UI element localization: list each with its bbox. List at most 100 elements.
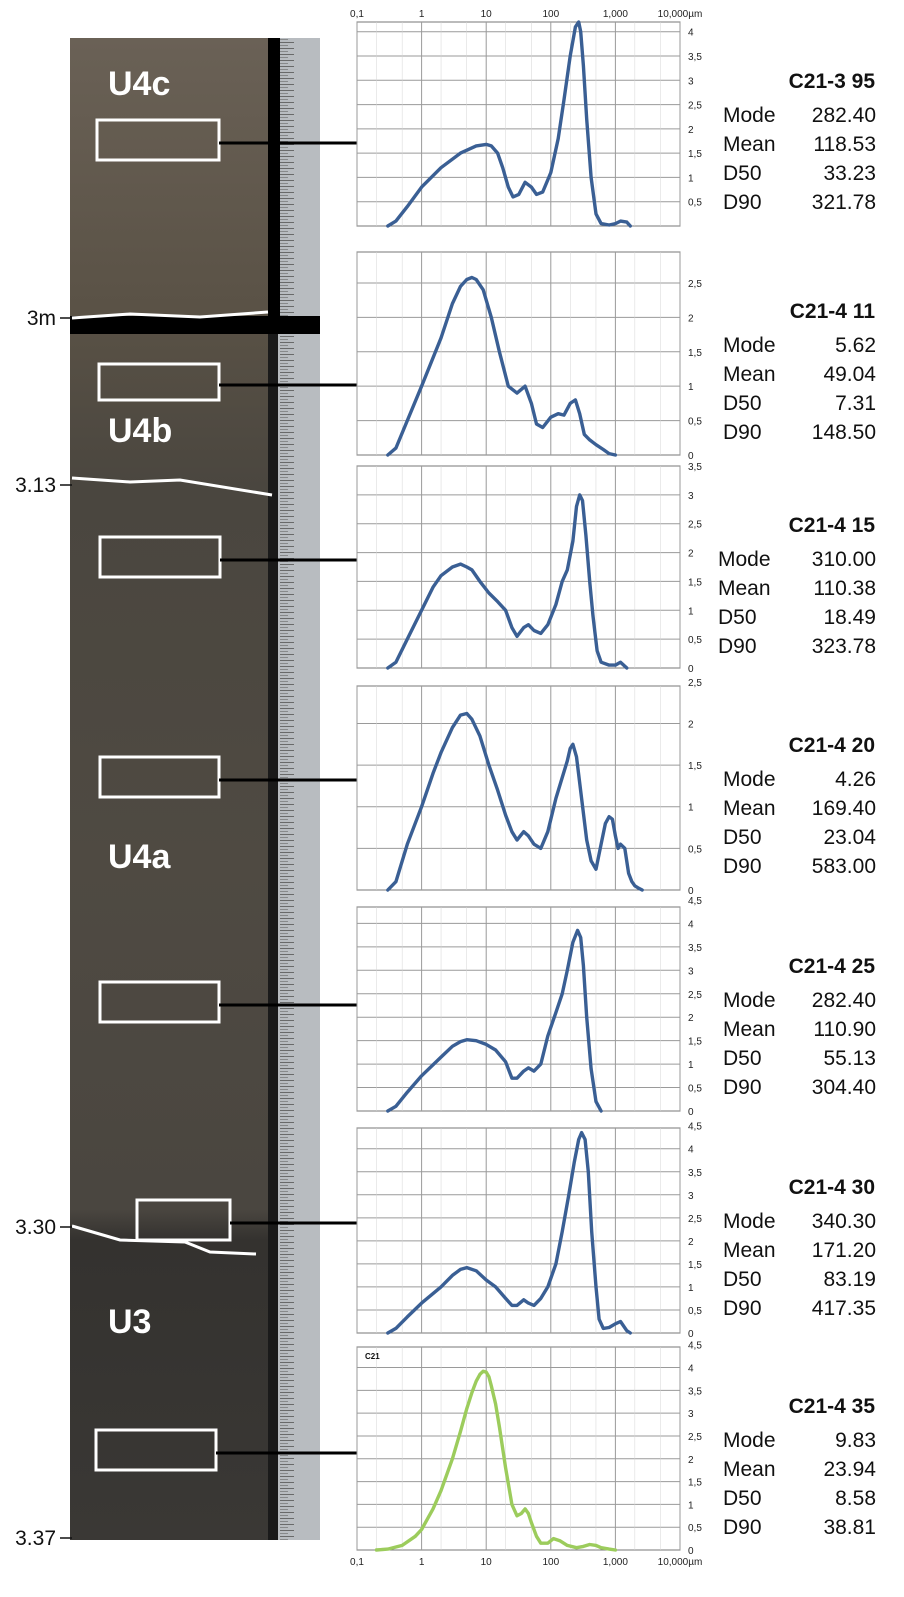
series-line [386,275,618,457]
stat-label-mean: Mean [723,1458,776,1481]
stat-value-mean: 110.38 [813,577,876,600]
y-tick-label: 0,5 [688,417,702,428]
series-line [386,928,603,1113]
y-tick-label: 3,5 [688,462,702,473]
y-tick-label: 3,5 [688,1386,702,1397]
y-tick-label: 4 [688,1145,694,1156]
sample-box [98,980,221,1024]
stat-label-d50: D50 [723,1487,762,1510]
unit-label-u4c: U4c [108,65,170,103]
y-tick-label: 1 [688,1283,694,1294]
chart-panel-6: 0 0,5 1 1,5 2 2,5 3 3,5 4 4,5 C21-4 30 Mode 340.30 Me… [356,1122,876,1340]
series-line [386,493,629,670]
stat-label-mean: Mean [723,363,776,386]
chart-panel-4: 0 0,5 1 1,5 2 2,5 C21-4 20 Mode 4.26 Mean 169.40 D5… [356,678,876,897]
core-gap-bar [70,316,320,334]
stat-label-mode: Mode [723,989,776,1012]
chart-panel-7: 0 0,5 1 1,5 2 2,5 3 3,5 4 4,5 C21 C21-4 35 Mode 9.83 M… [356,1341,876,1557]
stat-value-d90: 417.35 [812,1297,876,1320]
stat-label-d90: D90 [723,421,762,444]
stat-value-mean: 23.94 [823,1458,876,1481]
y-tick-label: 3 [688,491,694,502]
top-x-tick-label: 1,000 [603,9,628,20]
stat-label-mode: Mode [723,334,776,357]
y-tick-label: 2,5 [688,1432,702,1443]
stat-label-d50: D50 [723,826,762,849]
y-tick-label: 2 [688,1455,694,1466]
stat-value-d90: 304.40 [812,1076,876,1099]
y-tick-label: 0,5 [688,1306,702,1317]
sample-box [97,362,221,402]
bottom-x-tick-label: 10 [481,1557,493,1568]
stat-value-mean: 118.53 [813,133,876,156]
stat-label-d90: D90 [723,1076,762,1099]
sample-box [95,118,221,162]
chart-frame [356,1346,681,1551]
y-tick-label: 0 [688,886,694,897]
y-tick-label: 0 [688,664,694,675]
stat-label-mean: Mean [718,577,771,600]
y-tick-label: 4 [688,28,694,39]
stat-value-d90: 38.81 [823,1516,876,1539]
chart-frame [356,465,681,669]
y-tick-label: 4 [688,919,694,930]
sample-stats: C21-3 95 Mode 282.40 Mean 118.53 D50 33.23 D90 3… [723,70,876,214]
stat-value-mean: 110.90 [813,1018,876,1041]
unit-boundary-line [71,310,269,320]
stat-value-d50: 33.23 [823,162,876,185]
y-tick-label: 0,5 [688,844,702,855]
y-tick-label: 0,5 [688,198,702,209]
y-tick-label: 3,5 [688,943,702,954]
bottom-x-tick-label: 1 [419,1557,425,1568]
chart-panel-2: 0 0,5 1 1,5 2 2,5 C21-4 11 Mode 5.62 Mean 49.04 D50… [356,251,876,462]
y-tick-label: 0,5 [688,1084,702,1095]
sample-title: C21-4 15 [789,514,876,537]
y-tick-label: 4,5 [688,896,702,907]
y-tick-label: 0 [688,1107,694,1118]
depth-label: 3.37 [15,1527,56,1550]
sample-title: C21-4 11 [790,300,876,323]
y-tick-label: 1 [688,803,694,814]
sample-box [94,1428,218,1472]
ruler [275,38,320,1540]
stat-value-d50: 7.31 [835,392,876,415]
top-x-tick-label: 0,1 [350,9,364,20]
y-tick-label: 1,5 [688,1478,702,1489]
stat-value-mode: 310.00 [812,548,876,571]
chart-panel-1: 0,5 1 1,5 2 2,5 3 3,5 4 C21-3 95 Mode 282.40 Mean 11… [356,20,876,228]
top-x-tick-label: 1 [419,9,425,20]
stat-value-mode: 340.30 [812,1210,876,1233]
y-tick-label: 0 [688,1329,694,1340]
series-line [386,20,632,228]
stat-label-mode: Mode [723,104,776,127]
sample-box [135,1198,232,1242]
y-tick-label: 1,5 [688,577,702,588]
stat-label-d90: D90 [718,635,757,658]
y-tick-label: 2 [688,719,694,730]
stat-value-d50: 23.04 [823,826,876,849]
stat-value-d90: 148.50 [812,421,876,444]
y-tick-label: 3 [688,966,694,977]
sample-box [98,535,222,579]
sample-stats: C21-4 30 Mode 340.30 Mean 171.20 D50 83.19 D90 4… [723,1176,876,1320]
top-x-tick-label: 10 [481,9,493,20]
depth-label: 3.30 [15,1216,56,1239]
y-tick-label: 2,5 [688,520,702,531]
unit-label-u4b: U4b [108,412,172,450]
stat-label-d50: D50 [723,1047,762,1070]
sample-title: C21-4 20 [789,734,875,757]
y-tick-label: 3 [688,1191,694,1202]
y-tick-label: 2 [688,1013,694,1024]
top-axis-labels: 0,1 1 10 100 1,000 10,000µm [350,9,702,20]
sample-box [98,755,221,799]
stat-label-mode: Mode [723,768,776,791]
chart-frame [356,906,681,1112]
y-tick-label: 2 [688,125,694,136]
y-tick-label: 2,5 [688,101,702,112]
stat-value-mean: 169.40 [812,797,876,820]
ruler-edge [268,38,278,1540]
stat-label-d50: D50 [723,392,762,415]
top-x-tick-label: 10,000µm [658,9,703,20]
stat-value-d90: 321.78 [812,191,876,214]
